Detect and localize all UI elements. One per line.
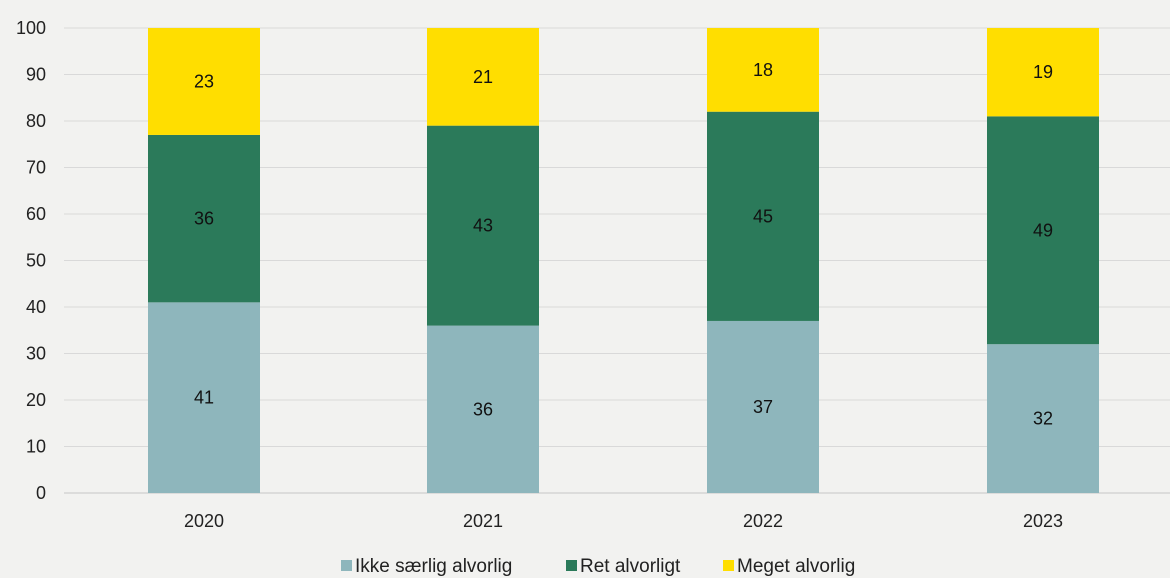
data-label: 41 — [194, 388, 214, 408]
bar-segment — [148, 302, 260, 493]
y-tick-label: 100 — [16, 18, 46, 38]
bar-segment — [987, 28, 1099, 117]
bar-segment — [148, 28, 260, 135]
legend-label: Ret alvorligt — [580, 556, 681, 577]
legend-swatch — [341, 560, 352, 571]
data-label: 36 — [473, 399, 493, 419]
data-label: 36 — [194, 209, 214, 229]
data-label: 23 — [194, 71, 214, 91]
bar-segment — [427, 325, 539, 493]
data-label: 37 — [753, 397, 773, 417]
x-tick-label: 2022 — [743, 511, 783, 531]
data-label: 32 — [1033, 409, 1053, 429]
x-tick-label: 2020 — [184, 511, 224, 531]
bar-segment — [707, 320, 819, 493]
bar-segment — [148, 134, 260, 303]
y-tick-label: 90 — [26, 65, 46, 85]
y-tick-label: 60 — [26, 204, 46, 224]
y-tick-label: 10 — [26, 437, 46, 457]
y-tick-label: 0 — [36, 483, 46, 503]
data-label: 19 — [1033, 62, 1053, 82]
legend-label: Ikke særlig alvorlig — [355, 556, 512, 577]
y-tick-label: 80 — [26, 111, 46, 131]
data-label: 21 — [473, 67, 493, 87]
x-tick-label: 2021 — [463, 511, 503, 531]
bar-segment — [987, 116, 1099, 345]
data-label: 43 — [473, 216, 493, 236]
y-axis-ticks: 0 10 20 30 40 50 60 70 80 90 100 — [16, 18, 46, 503]
y-tick-label: 70 — [26, 158, 46, 178]
legend-label: Meget alvorlig — [737, 556, 855, 577]
y-tick-label: 20 — [26, 390, 46, 410]
bar-segment — [707, 111, 819, 321]
bar-segment — [427, 125, 539, 326]
bars — [148, 28, 1099, 493]
data-label: 18 — [753, 60, 773, 80]
y-tick-label: 30 — [26, 344, 46, 364]
data-label: 49 — [1033, 220, 1053, 240]
data-labels: 41 36 23 36 43 21 37 45 18 32 49 19 — [194, 60, 1053, 429]
legend-swatch — [566, 560, 577, 571]
bar-segment — [987, 344, 1099, 493]
legend: Ikke særlig alvorlig Ret alvorligt Meget a… — [341, 556, 855, 577]
data-label: 45 — [753, 206, 773, 226]
y-tick-label: 50 — [26, 251, 46, 271]
bar-segment — [707, 28, 819, 112]
bar-segment — [427, 28, 539, 126]
x-tick-label: 2023 — [1023, 511, 1063, 531]
x-axis-ticks: 2020 2021 2022 2023 — [184, 511, 1063, 531]
legend-swatch — [723, 560, 734, 571]
y-tick-label: 40 — [26, 297, 46, 317]
